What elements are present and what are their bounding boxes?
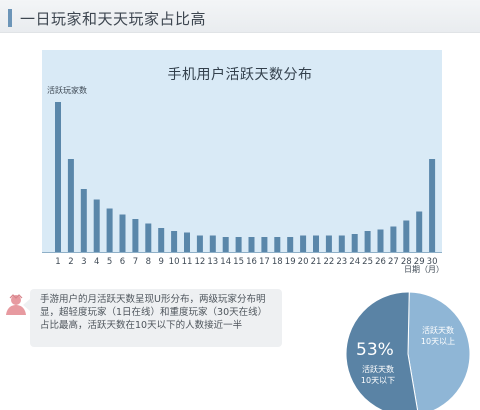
bar-day-29 [416, 211, 423, 252]
section-header: 一日玩家和天天玩家占比高 [0, 0, 480, 33]
bar-chart: 1 2 3 4 5 6 7 8 9 10 11 12 13 14 15 16 17 18 19 20 21 22 23 24 2… [42, 102, 442, 267]
pie-slice-above10 [407, 291, 471, 410]
bar-day-8 [145, 223, 152, 252]
pie-label-line: 活跃天数 [362, 365, 394, 374]
bar-day-6 [119, 214, 126, 252]
pie-slice-label-below10: 活跃天数 10天以下 [354, 364, 402, 386]
header-accent-bar [8, 9, 12, 27]
x-tick-label: 30 [427, 257, 438, 267]
bar-day-30 [429, 159, 436, 252]
pie-label-line: 活跃天数 [422, 326, 454, 335]
x-tick-label: 13 [207, 257, 218, 267]
bar-day-2 [67, 159, 74, 252]
x-axis-label: 日期（月） [404, 265, 444, 274]
x-tick-label: 29 [414, 257, 425, 267]
x-tick-label: 9 [158, 257, 163, 267]
bar-day-24 [351, 234, 358, 252]
bar-day-28 [403, 220, 410, 252]
x-tick-label: 25 [362, 257, 373, 267]
pie-label-line: 10天以上 [420, 337, 456, 346]
note-text: 手游用户的月活跃天数呈现U形分布，两级玩家分布明显，超轻度玩家（1日在线）和重度… [40, 294, 268, 331]
x-tick-label: 12 [194, 257, 205, 267]
x-tick-label: 14 [220, 257, 231, 267]
pie-slice-below10 [345, 291, 419, 410]
x-tick-label: 28 [401, 257, 412, 267]
bar-day-4 [93, 199, 100, 252]
bar-day-20 [300, 235, 307, 252]
person-icon [6, 294, 26, 315]
x-tick-label: 3 [81, 257, 86, 267]
bar-day-19 [287, 237, 294, 252]
bar-day-14 [222, 237, 229, 252]
bar-day-21 [313, 235, 319, 252]
pie-slice-percent: 53% [356, 340, 394, 360]
bar-day-11 [184, 232, 190, 252]
x-tick-label: 10 [169, 257, 180, 267]
chart-title: 手机用户活跃天数分布 [167, 67, 313, 83]
bar-day-16 [248, 237, 255, 252]
x-tick-label: 2 [68, 257, 73, 267]
x-tick-label: 18 [272, 257, 283, 267]
x-tick-label: 11 [182, 257, 193, 267]
x-tick-label: 24 [349, 257, 360, 267]
x-tick-label: 22 [323, 257, 334, 267]
x-tick-label: 16 [246, 257, 257, 267]
x-tick-label: 1 [55, 257, 60, 267]
x-tick-label: 8 [146, 257, 151, 267]
bar-day-7 [132, 219, 139, 252]
bar-day-1 [55, 102, 61, 252]
bar-day-5 [106, 208, 113, 252]
note-bubble: 手游用户的月活跃天数呈现U形分布，两级玩家分布明显，超轻度玩家（1日在线）和重度… [23, 289, 282, 347]
bar-day-17 [261, 237, 268, 252]
bar-day-27 [390, 226, 397, 252]
x-tick-label: 6 [120, 257, 125, 267]
x-tick-label: 19 [285, 257, 296, 267]
bar-day-18 [274, 237, 281, 252]
x-tick-label: 17 [259, 257, 270, 267]
x-tick-label: 23 [336, 257, 347, 267]
bar-day-9 [158, 228, 165, 252]
y-axis-label: 活跃玩家数 [47, 86, 87, 95]
pie-label-line: 10天以下 [360, 376, 396, 385]
x-tick-label: 26 [375, 257, 386, 267]
bar-day-3 [80, 189, 87, 252]
bar-day-25 [364, 231, 371, 252]
section-title: 一日玩家和天天玩家占比高 [20, 10, 207, 28]
x-tick-label: 7 [133, 257, 138, 267]
bar-day-15 [235, 237, 242, 252]
bar-day-13 [209, 235, 216, 252]
x-tick-label: 21 [311, 257, 322, 267]
x-tick-label: 27 [388, 257, 399, 267]
bar-day-26 [377, 229, 384, 252]
pie-slice-label-above10: 活跃天数 10天以上 [413, 325, 463, 347]
bar-day-22 [325, 235, 332, 252]
x-tick-label: 20 [298, 257, 309, 267]
bar-day-12 [196, 235, 203, 252]
bar-day-23 [338, 235, 345, 252]
x-tick-label: 15 [233, 257, 244, 267]
bar-day-10 [171, 231, 178, 252]
x-tick-label: 4 [94, 257, 99, 267]
x-tick-label: 5 [107, 257, 112, 267]
